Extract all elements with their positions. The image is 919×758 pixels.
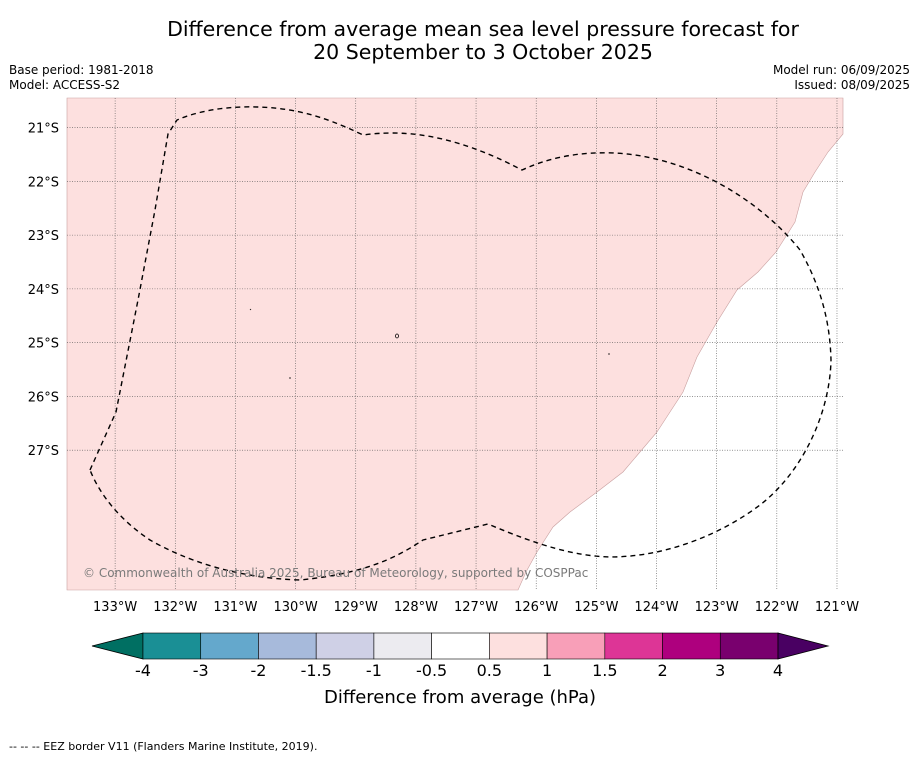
latitude-tick-label: 21°S <box>28 122 59 137</box>
meta-left: Base period: 1981-2018 Model: ACCESS-S2 <box>9 63 154 93</box>
longitude-tick-label: 124°W <box>634 600 678 615</box>
colorbar-segment <box>431 632 490 660</box>
copyright-text: © Commonwealth of Australia 2025, Bureau… <box>83 566 588 580</box>
issued-date: Issued: 08/09/2025 <box>794 78 910 92</box>
latitude-labels: 21°S 22°S 23°S 24°S 25°S 26°S 27°S <box>28 122 59 460</box>
colorbar-segment <box>200 632 259 660</box>
colorbar-over-arrow <box>777 632 830 660</box>
latitude-tick-label: 22°S <box>28 175 59 190</box>
longitude-tick-label: 125°W <box>574 600 618 615</box>
colorbar-tick-label: 1.5 <box>592 661 617 680</box>
colorbar-segment <box>546 632 606 660</box>
colorbar-tick-label: 0.5 <box>477 661 502 680</box>
longitude-tick-label: 129°W <box>334 600 378 615</box>
eez-legend-note: -- -- -- EEZ border V11 (Flanders Marine… <box>9 740 318 753</box>
island-marker <box>395 333 399 339</box>
chart-title: Difference from average mean sea level p… <box>0 18 919 64</box>
longitude-tick-label: 121°W <box>815 600 859 615</box>
graticule <box>67 98 843 590</box>
island-marker <box>249 308 252 311</box>
colorbar-tick-label: -2 <box>250 661 266 680</box>
model-run: Model run: 06/09/2025 <box>772 63 910 77</box>
colorbar: -4 -3 -2 -1.5 -1 -0.5 0.5 1 1.5 2 3 4 <box>91 632 830 680</box>
colorbar-tick-label: 1 <box>542 661 552 680</box>
longitude-tick-label: 128°W <box>394 600 438 615</box>
colorbar-tick-label: 3 <box>715 661 725 680</box>
colorbar-tick-label: -1.5 <box>301 661 332 680</box>
colorbar-segment <box>719 632 779 660</box>
colorbar-segment <box>315 632 375 660</box>
meta-right: Model run: 06/09/2025 Issued: 08/09/2025 <box>773 63 910 93</box>
colorbar-segment <box>489 632 548 660</box>
longitude-tick-label: 131°W <box>213 600 257 615</box>
colorbar-tick-label: 2 <box>657 661 667 680</box>
longitude-tick-label: 122°W <box>755 600 799 615</box>
colorbar-segment <box>258 632 317 660</box>
colorbar-segment <box>373 632 432 660</box>
anomaly-region <box>66 97 844 591</box>
longitude-tick-label: 127°W <box>454 600 498 615</box>
colorbar-segment <box>142 632 202 660</box>
colorbar-under-arrow <box>91 632 144 660</box>
longitude-tick-label: 132°W <box>153 600 197 615</box>
base-period: Base period: 1981-2018 <box>9 63 154 77</box>
longitude-labels: 133°W 132°W 131°W 130°W 129°W 128°W 127°W 126°W… <box>93 600 859 615</box>
title-line-1: Difference from average mean sea level p… <box>167 17 799 41</box>
colorbar-segment <box>662 632 721 660</box>
latitude-tick-label: 25°S <box>28 337 59 352</box>
colorbar-tick-label: -3 <box>193 661 209 680</box>
longitude-tick-label: 123°W <box>695 600 739 615</box>
eez-border <box>89 106 832 581</box>
title-line-2: 20 September to 3 October 2025 <box>313 40 653 64</box>
colorbar-label: Difference from average (hPa) <box>324 687 596 708</box>
colorbar-tick-label: -0.5 <box>416 661 447 680</box>
island-markers <box>249 308 610 379</box>
colorbar-tick-label: 4 <box>773 661 783 680</box>
longitude-tick-label: 133°W <box>93 600 137 615</box>
latitude-tick-label: 24°S <box>28 283 59 298</box>
colorbar-segment <box>604 632 663 660</box>
longitude-tick-label: 130°W <box>274 600 318 615</box>
latitude-tick-label: 26°S <box>28 390 59 405</box>
colorbar-tick-label: -4 <box>135 661 151 680</box>
latitude-tick-label: 23°S <box>28 229 59 244</box>
model-name: Model: ACCESS-S2 <box>9 78 121 92</box>
latitude-tick-label: 27°S <box>28 444 59 459</box>
colorbar-tick-label: -1 <box>366 661 382 680</box>
longitude-tick-label: 126°W <box>514 600 558 615</box>
